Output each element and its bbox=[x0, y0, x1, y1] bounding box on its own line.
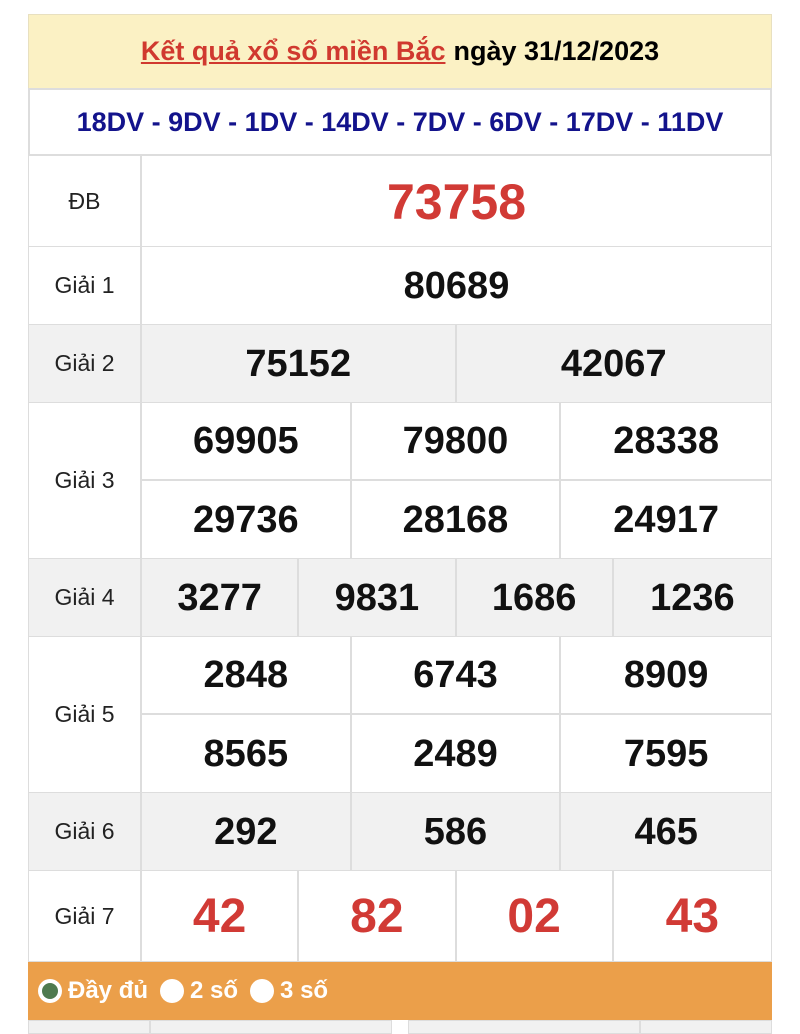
prize-number: 80689 bbox=[403, 264, 510, 307]
option-label: Đầy đủ bbox=[68, 977, 149, 1004]
prize-row: Giải 6 292 586 465 bbox=[28, 793, 772, 871]
prize-label: Giải 1 bbox=[29, 247, 142, 324]
prize-number: 69905 bbox=[142, 403, 352, 481]
prize-row: Giải 3 69905 79800 28338 29736 28168 24917 bbox=[28, 403, 772, 559]
next-table-cell bbox=[150, 1020, 392, 1034]
prize-label: Giải 2 bbox=[29, 325, 142, 402]
prize-number: 28168 bbox=[352, 481, 562, 559]
option-label: 3 số bbox=[280, 977, 329, 1004]
option-3-digits[interactable]: 3 số bbox=[250, 977, 328, 1005]
display-options: Đầy đủ 2 số 3 số bbox=[28, 962, 772, 1020]
prize-number: 292 bbox=[142, 793, 352, 871]
prize-number: 28338 bbox=[561, 403, 771, 481]
prize-number: 6743 bbox=[351, 637, 562, 715]
prize-number: 586 bbox=[352, 793, 562, 871]
option-2-digits[interactable]: 2 số bbox=[160, 977, 238, 1005]
prize-number: 8565 bbox=[142, 715, 352, 793]
prize-number: 9831 bbox=[299, 559, 457, 637]
prize-number: 82 bbox=[299, 871, 457, 962]
prize-number: 42067 bbox=[560, 342, 667, 385]
prize-label: ĐB bbox=[29, 156, 142, 246]
prize-number: 79800 bbox=[351, 403, 562, 481]
prize-number: 24917 bbox=[613, 498, 719, 541]
prize-label: Giải 7 bbox=[29, 871, 142, 961]
radio-selected-icon[interactable] bbox=[38, 979, 62, 1003]
prize-number: 3277 bbox=[142, 559, 300, 637]
option-label: 2 số bbox=[190, 977, 239, 1004]
next-table-cell bbox=[408, 1020, 640, 1034]
prize-number: 1236 bbox=[650, 576, 735, 619]
prize-row: Giải 2 75152 42067 bbox=[28, 325, 772, 403]
prize-row: ĐB 73758 bbox=[28, 156, 772, 247]
prize-number: 2848 bbox=[142, 637, 352, 715]
prize-number: 8909 bbox=[561, 637, 771, 715]
radio-icon[interactable] bbox=[250, 979, 275, 1003]
radio-icon[interactable] bbox=[160, 979, 185, 1003]
prize-label: Giải 4 bbox=[29, 559, 142, 636]
next-table-cell bbox=[28, 1020, 150, 1034]
date-text: ngày 31/12/2023 bbox=[453, 36, 660, 66]
prize-number: 1686 bbox=[457, 559, 614, 637]
prize-row: Giải 4 3277 9831 1686 1236 bbox=[28, 559, 772, 637]
prize-number: 42 bbox=[142, 871, 300, 962]
prize-number: 29736 bbox=[142, 481, 352, 559]
prize-label: Giải 5 bbox=[29, 637, 142, 792]
prize-number: 02 bbox=[457, 871, 614, 962]
prize-number: 7595 bbox=[623, 732, 709, 775]
results-header: Kết quả xổ số miền Bắc ngày 31/12/2023 bbox=[28, 14, 772, 89]
next-table-cell bbox=[640, 1020, 772, 1034]
prize-row: Giải 5 2848 6743 8909 8565 2489 7595 bbox=[28, 637, 772, 793]
title-link[interactable]: Kết quả xổ số miền Bắc bbox=[140, 36, 446, 66]
prize-number: 43 bbox=[665, 890, 720, 943]
prize-row: Giải 1 80689 bbox=[28, 247, 772, 325]
prize-label: Giải 3 bbox=[29, 403, 142, 558]
prize-number: 465 bbox=[634, 810, 698, 853]
prize-number: 2489 bbox=[352, 715, 562, 793]
prize-row: Giải 7 42 82 02 43 bbox=[28, 871, 772, 962]
prize-label: Giải 6 bbox=[29, 793, 142, 870]
special-codes: 18DV - 9DV - 1DV - 14DV - 7DV - 6DV - 17… bbox=[28, 88, 772, 156]
option-full[interactable]: Đầy đủ bbox=[38, 977, 148, 1005]
prize-number: 73758 bbox=[386, 173, 527, 230]
prize-number: 75152 bbox=[142, 325, 457, 403]
